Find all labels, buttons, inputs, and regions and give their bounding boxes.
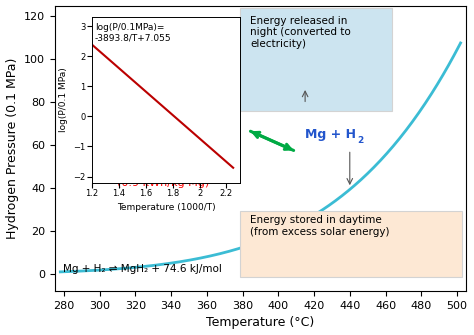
Y-axis label: Hydrogen Pressure (0.1 MPa): Hydrogen Pressure (0.1 MPa)	[6, 58, 18, 239]
FancyBboxPatch shape	[240, 211, 462, 277]
Text: Energy stored in daytime
(from excess solar energy): Energy stored in daytime (from excess so…	[250, 215, 390, 237]
Text: Heat: Heat	[136, 134, 169, 147]
Text: Mg + H: Mg + H	[305, 128, 356, 141]
X-axis label: Temperature (°C): Temperature (°C)	[206, 317, 315, 329]
FancyBboxPatch shape	[240, 8, 392, 111]
Text: Mg + H₂ ⇌ MgH₂ + 74.6 kJ/mol: Mg + H₂ ⇌ MgH₂ + 74.6 kJ/mol	[63, 264, 222, 274]
Text: Heat density
(0.9 kWh/kg Mg): Heat density (0.9 kWh/kg Mg)	[118, 166, 210, 188]
Text: 2: 2	[357, 136, 363, 145]
Text: + MgH: + MgH	[185, 134, 228, 147]
Text: Energy released in
night (converted to
electricity): Energy released in night (converted to e…	[250, 15, 351, 49]
Text: 2: 2	[230, 143, 236, 152]
